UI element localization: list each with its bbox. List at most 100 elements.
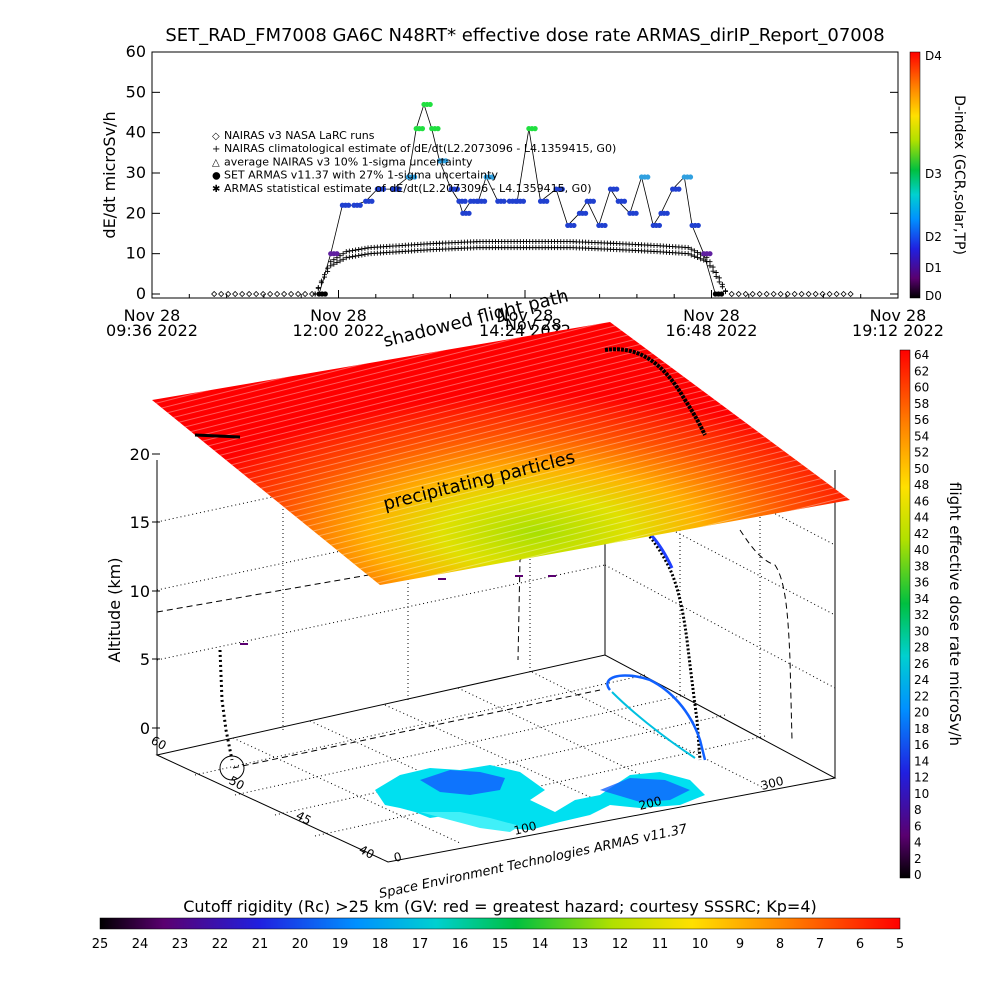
x-tick-label-time: 16:48 2022: [666, 321, 758, 340]
z-tick-label: 5: [140, 650, 150, 669]
nairas-run-point: [302, 290, 309, 298]
nairas-run-point: [728, 290, 735, 298]
nairas-run-point: [819, 290, 826, 298]
x-floor-tick-label: 100: [512, 819, 538, 838]
d-index-tick-label: D0: [925, 289, 942, 303]
rigidity-tick-label: 22: [212, 937, 229, 952]
x-floor-tick-label: 200: [637, 794, 663, 813]
climatological-point: [340, 256, 346, 262]
legend-marker: ✱: [212, 184, 220, 195]
time-series-chart: SET_RAD_FM7008 GA6C N48RT* effective dos…: [100, 25, 967, 340]
y-tick-label: 40: [126, 123, 146, 142]
armas-point: [501, 198, 507, 204]
nairas-run-point: [798, 290, 805, 298]
climatological-point: [695, 255, 701, 261]
climatological-point: [331, 261, 337, 267]
armas-point: [707, 251, 713, 257]
nairas-run-point: [232, 290, 239, 298]
dose-colorbar-tick-label: 6: [914, 819, 922, 833]
climatological-point: [688, 252, 694, 258]
nairas-run-point: [218, 290, 225, 298]
x-tick-label-time: 12:00 2022: [293, 321, 385, 340]
statistical-point: [340, 251, 346, 257]
armas-point: [583, 210, 589, 216]
nairas-run-point: [770, 290, 777, 298]
statistical-point: [315, 285, 321, 291]
series-layer: [211, 101, 854, 298]
dose-colorbar-tick-label: 34: [914, 592, 929, 606]
dose-surface: [152, 322, 850, 585]
statistical-point: [722, 288, 728, 294]
dose-colorbar-tick-label: 28: [914, 641, 929, 655]
rigidity-tick-label: 21: [252, 937, 269, 952]
nairas-run-point: [749, 290, 756, 298]
armas-point: [466, 210, 472, 216]
dose-colorbar-tick-label: 40: [914, 543, 929, 557]
armas-point: [427, 101, 433, 108]
dose-colorbar-tick-label: 20: [914, 706, 929, 720]
nairas-run-point: [777, 290, 784, 298]
dose-colorbar-tick-label: 64: [914, 348, 929, 362]
nairas-run-point: [211, 290, 218, 298]
y-tick-label: 30: [126, 163, 146, 182]
nairas-run-point: [847, 290, 854, 298]
nairas-run-point: [735, 290, 742, 298]
nairas-run-point: [225, 290, 232, 298]
dose-colorbar-tick-label: 30: [914, 624, 929, 638]
statistical-point: [362, 245, 368, 251]
dose-colorbar-tick-label: 48: [914, 478, 929, 492]
dose-colorbar-tick-label: 14: [914, 754, 929, 768]
statistical-point: [716, 275, 722, 281]
armas-point: [334, 251, 340, 257]
climatological-point: [346, 254, 352, 260]
dose-colorbar-tick-label: 2: [914, 852, 922, 866]
climatological-point: [691, 253, 697, 259]
nairas-run-point: [239, 290, 246, 298]
d-index-tick-label: D4: [925, 49, 942, 63]
statistical-point: [713, 269, 719, 275]
rigidity-tick-label: 13: [572, 937, 589, 952]
rigidity-tick-label: 19: [332, 937, 349, 952]
rigidity-tick-label: 7: [816, 937, 824, 952]
x-tick-label-time: 19:12 2022: [852, 321, 944, 340]
rigidity-colorbar-title: Cutoff rigidity (Rc) >25 km (GV: red = g…: [183, 897, 817, 916]
statistical-point: [328, 259, 334, 265]
armas-point: [489, 174, 495, 180]
rigidity-tick-label: 14: [532, 937, 549, 952]
dose-colorbar-tick-label: 22: [914, 689, 929, 703]
dose-colorbar-tick-label: 56: [914, 413, 929, 427]
dose-colorbar-tick-label: 54: [914, 429, 929, 443]
climatological-point: [353, 253, 359, 259]
armas-point: [544, 198, 550, 204]
statistical-point: [707, 259, 713, 265]
x-floor-tick-label: 300: [759, 774, 785, 793]
statistical-point: [691, 248, 697, 254]
dose-colorbar-ticks: 6462605856545250484644424038363432302826…: [914, 348, 929, 882]
statistical-point: [331, 257, 337, 263]
nairas-run-point: [763, 290, 770, 298]
nairas-run-point: [840, 290, 847, 298]
annotation-date: Nov 28: [505, 315, 562, 334]
nairas-run-point: [267, 290, 274, 298]
nairas-run-point: [812, 290, 819, 298]
rigidity-tick-label: 23: [172, 937, 189, 952]
legend-entry: NAIRAS v3 NASA LaRC runs: [224, 129, 375, 142]
armas-point: [559, 186, 565, 192]
y-floor-tick-label: 60: [149, 733, 169, 753]
rigidity-tick-label: 6: [856, 937, 864, 952]
climatological-point: [349, 254, 355, 260]
nairas-run-point: [756, 290, 763, 298]
dose-colorbar-tick-label: 26: [914, 657, 929, 671]
armas-point: [602, 222, 608, 229]
statistical-point: [349, 248, 355, 254]
climatological-point: [337, 258, 343, 264]
rigidity-tick-label: 9: [736, 937, 744, 952]
y-tick-label: 10: [126, 244, 146, 263]
rigidity-tick-label: 16: [452, 937, 469, 952]
nairas-run-point: [295, 290, 302, 298]
z-tick-label: 20: [130, 445, 150, 464]
dose-colorbar-tick-label: 50: [914, 462, 929, 476]
nairas-run-point: [742, 290, 749, 298]
